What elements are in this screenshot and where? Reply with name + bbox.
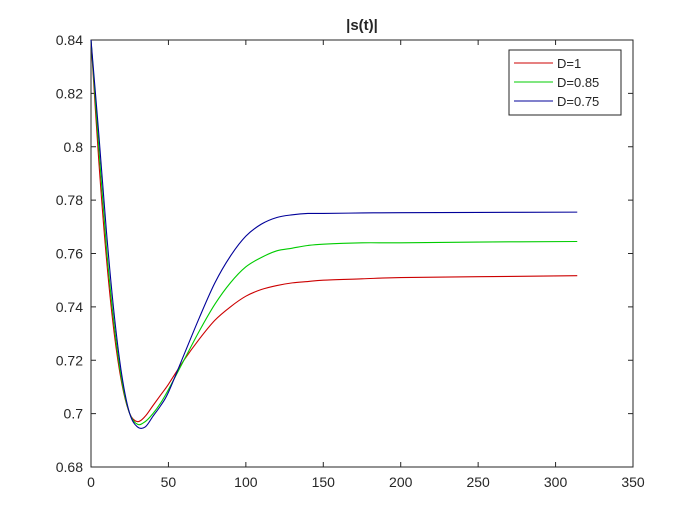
- y-tick-label: 0.7: [64, 406, 84, 422]
- x-tick-label: 100: [234, 474, 258, 490]
- x-tick-label: 350: [621, 474, 645, 490]
- legend-label: D=1: [557, 56, 581, 71]
- x-tick-label: 300: [544, 474, 568, 490]
- y-tick-label: 0.72: [56, 352, 83, 368]
- y-tick-label: 0.78: [56, 192, 83, 208]
- y-tick-label: 0.76: [56, 246, 83, 262]
- series-line-3: [90, 39, 578, 430]
- legend: D=1 D=0.85 D=0.75: [508, 49, 622, 116]
- x-tick-label: 0: [87, 474, 95, 490]
- x-tick-label: 150: [312, 474, 336, 490]
- axes: 0 50 100 150 200 250 300 350 0.68 0.7 0.72 0.74 0.76…: [56, 32, 645, 490]
- y-tick-label: 0.68: [56, 459, 83, 475]
- y-tick-label: 0.82: [56, 85, 83, 101]
- series-line-1: [90, 39, 578, 423]
- legend-label: D=0.75: [557, 94, 599, 109]
- series-line-2: [90, 39, 578, 426]
- y-tick-label: 0.84: [56, 32, 83, 48]
- y-tick-label: 0.74: [56, 299, 83, 315]
- x-tick-label: 50: [161, 474, 177, 490]
- x-tick-label: 200: [389, 474, 413, 490]
- series-lines: [90, 39, 578, 430]
- chart-title: |s(t)|: [346, 17, 378, 34]
- y-tick-label: 0.8: [64, 139, 84, 155]
- legend-label: D=0.85: [557, 75, 599, 90]
- x-tick-label: 250: [466, 474, 490, 490]
